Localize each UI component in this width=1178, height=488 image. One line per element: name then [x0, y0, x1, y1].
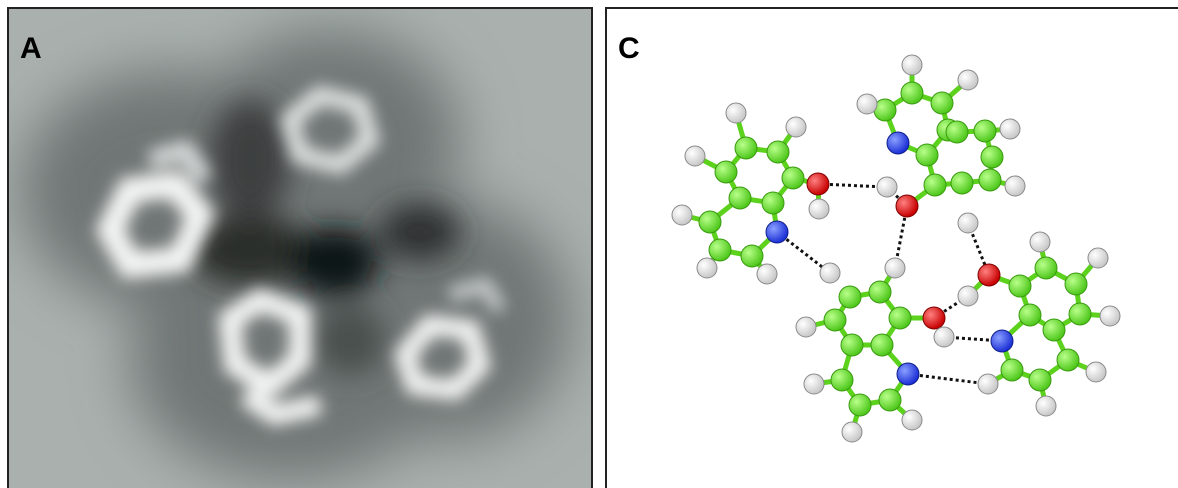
carbon-atom [762, 192, 784, 214]
carbon-atom [1069, 303, 1091, 325]
hydrogen-atom [726, 103, 746, 123]
carbon-atom [916, 144, 938, 166]
hydrogen-atom [885, 258, 905, 278]
hydrogen-atom [958, 70, 978, 90]
carbon-atom [741, 245, 763, 267]
carbon-atom [1057, 349, 1079, 371]
hydrogen-atom [796, 317, 816, 337]
carbon-atom [974, 120, 996, 142]
hydrogen-atom [1000, 119, 1020, 139]
carbon-atom [849, 394, 871, 416]
oxygen-atom [896, 195, 918, 217]
figure: A C [0, 0, 1178, 488]
carbon-atom [946, 121, 968, 143]
carbon-atom [981, 146, 1003, 168]
hydrogen-atom [857, 94, 877, 114]
hydrogen-atom [685, 146, 705, 166]
panel-label: C [618, 32, 640, 65]
oxygen-atom [923, 307, 945, 329]
hydrogen-atom [1086, 362, 1106, 382]
carbon-atom [1065, 273, 1087, 295]
hydrogen-atom [978, 374, 998, 394]
carbon-atom [709, 239, 731, 261]
carbon-atom [1043, 319, 1065, 341]
hydrogen-atom [1005, 176, 1025, 196]
oxygen-atom [807, 173, 829, 195]
carbon-atom [1001, 359, 1023, 381]
carbon-atom [824, 309, 846, 331]
panel-label: A [20, 32, 42, 65]
hydrogen-atom [1088, 248, 1108, 268]
carbon-atom [879, 389, 901, 411]
hydrogen-atom [809, 199, 829, 219]
carbon-atom [1035, 257, 1057, 279]
hydrogen-atom [1100, 306, 1120, 326]
carbon-atom [1009, 275, 1031, 297]
carbon-atom [979, 169, 1001, 191]
carbon-atom [729, 187, 751, 209]
carbon-atom [951, 172, 973, 194]
hydrogen-atom [804, 374, 824, 394]
carbon-atom [871, 334, 893, 356]
hydrogen-atom [902, 55, 922, 75]
hydrogen-atom [820, 263, 840, 283]
afm-image [9, 9, 591, 488]
nitrogen-atom [897, 363, 919, 385]
carbon-atom [924, 174, 946, 196]
hydrogen-atom [672, 205, 692, 225]
hydrogen-atom [842, 422, 862, 442]
hydrogen-atom [958, 286, 978, 306]
oxygen-atom [978, 264, 1000, 286]
hydrogen-atom [697, 258, 717, 278]
carbon-atom [831, 369, 853, 391]
hydrogen-atom [757, 264, 777, 284]
hydrogen-atom [786, 117, 806, 137]
carbon-atom [699, 211, 721, 233]
hydrogen-atom [934, 327, 954, 347]
page: {"panels": [{"label": "A"}, {"label": "C… [0, 0, 1178, 488]
carbon-atom [901, 82, 923, 104]
carbon-atom [841, 334, 863, 356]
nitrogen-atom [766, 221, 788, 243]
carbon-atom [715, 161, 737, 183]
nitrogen-atom [991, 330, 1013, 352]
carbon-atom [869, 281, 891, 303]
carbon-atom [782, 167, 804, 189]
carbon-atom [889, 307, 911, 329]
carbon-atom [839, 286, 861, 308]
carbon-atom [1029, 369, 1051, 391]
hydrogen-atom [958, 213, 978, 233]
panel-c-frame [606, 8, 1178, 488]
hydrogen-atom [1030, 232, 1050, 252]
carbon-atom [767, 141, 789, 163]
carbon-atom [1019, 304, 1041, 326]
hydrogen-atom [877, 177, 897, 197]
hydrogen-atom [1036, 396, 1056, 416]
nitrogen-atom [887, 132, 909, 154]
hydrogen-atom [902, 410, 922, 430]
carbon-atom [735, 137, 757, 159]
carbon-atom [931, 92, 953, 114]
